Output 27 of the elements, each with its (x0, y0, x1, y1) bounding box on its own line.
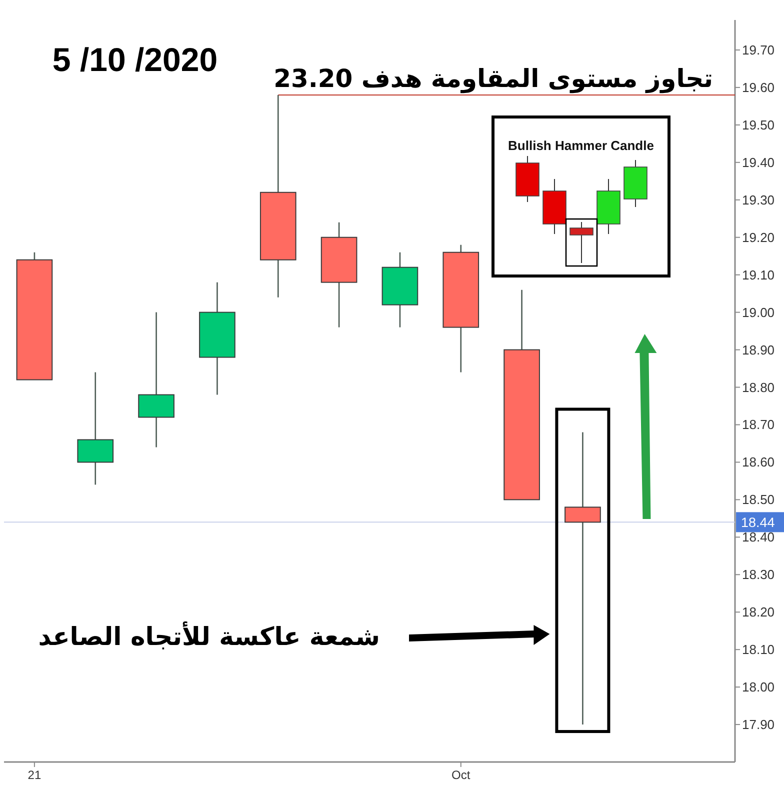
y-tick-label: 18.30 (742, 567, 775, 582)
y-tick-label: 17.90 (742, 717, 775, 732)
y-tick-label: 19.50 (742, 117, 775, 132)
ref-line-label: تجاوز مستوى المقاومة هدف 23.20 (274, 64, 713, 94)
y-tick-label: 18.80 (742, 380, 775, 395)
ref-line-label: 18.44 (741, 515, 776, 530)
annotation: Bullish Hammer Candle (508, 138, 654, 153)
candlestick (564, 432, 601, 726)
y-tick-label: 18.90 (742, 342, 775, 358)
y-tick-label: 18.60 (742, 454, 775, 470)
y-tick-label: 18.40 (742, 530, 775, 545)
y-tick-label: 19.30 (742, 192, 775, 208)
text: 5 /10 /2020 (52, 41, 218, 78)
y-tick-label: 19.20 (742, 230, 775, 245)
annotation: شمعة عاكسة للأتجاه الصاعد (38, 621, 380, 651)
x-tick-label: 21 (28, 768, 42, 782)
y-tick-label: 19.70 (742, 42, 775, 58)
y-tick-label: 18.20 (742, 604, 775, 620)
x-tick-label: Oct (452, 768, 471, 782)
y-tick-label: 19.60 (742, 80, 775, 95)
y-tick-label: 18.10 (742, 642, 775, 658)
y-tick-label: 18.50 (742, 492, 775, 508)
y-tick-label: 18.00 (742, 680, 775, 695)
y-tick-label: 18.70 (742, 417, 775, 432)
y-tick-label: 19.10 (742, 267, 775, 282)
y-tick-label: 19.00 (742, 304, 775, 320)
y-tick-label: 19.40 (742, 154, 775, 170)
